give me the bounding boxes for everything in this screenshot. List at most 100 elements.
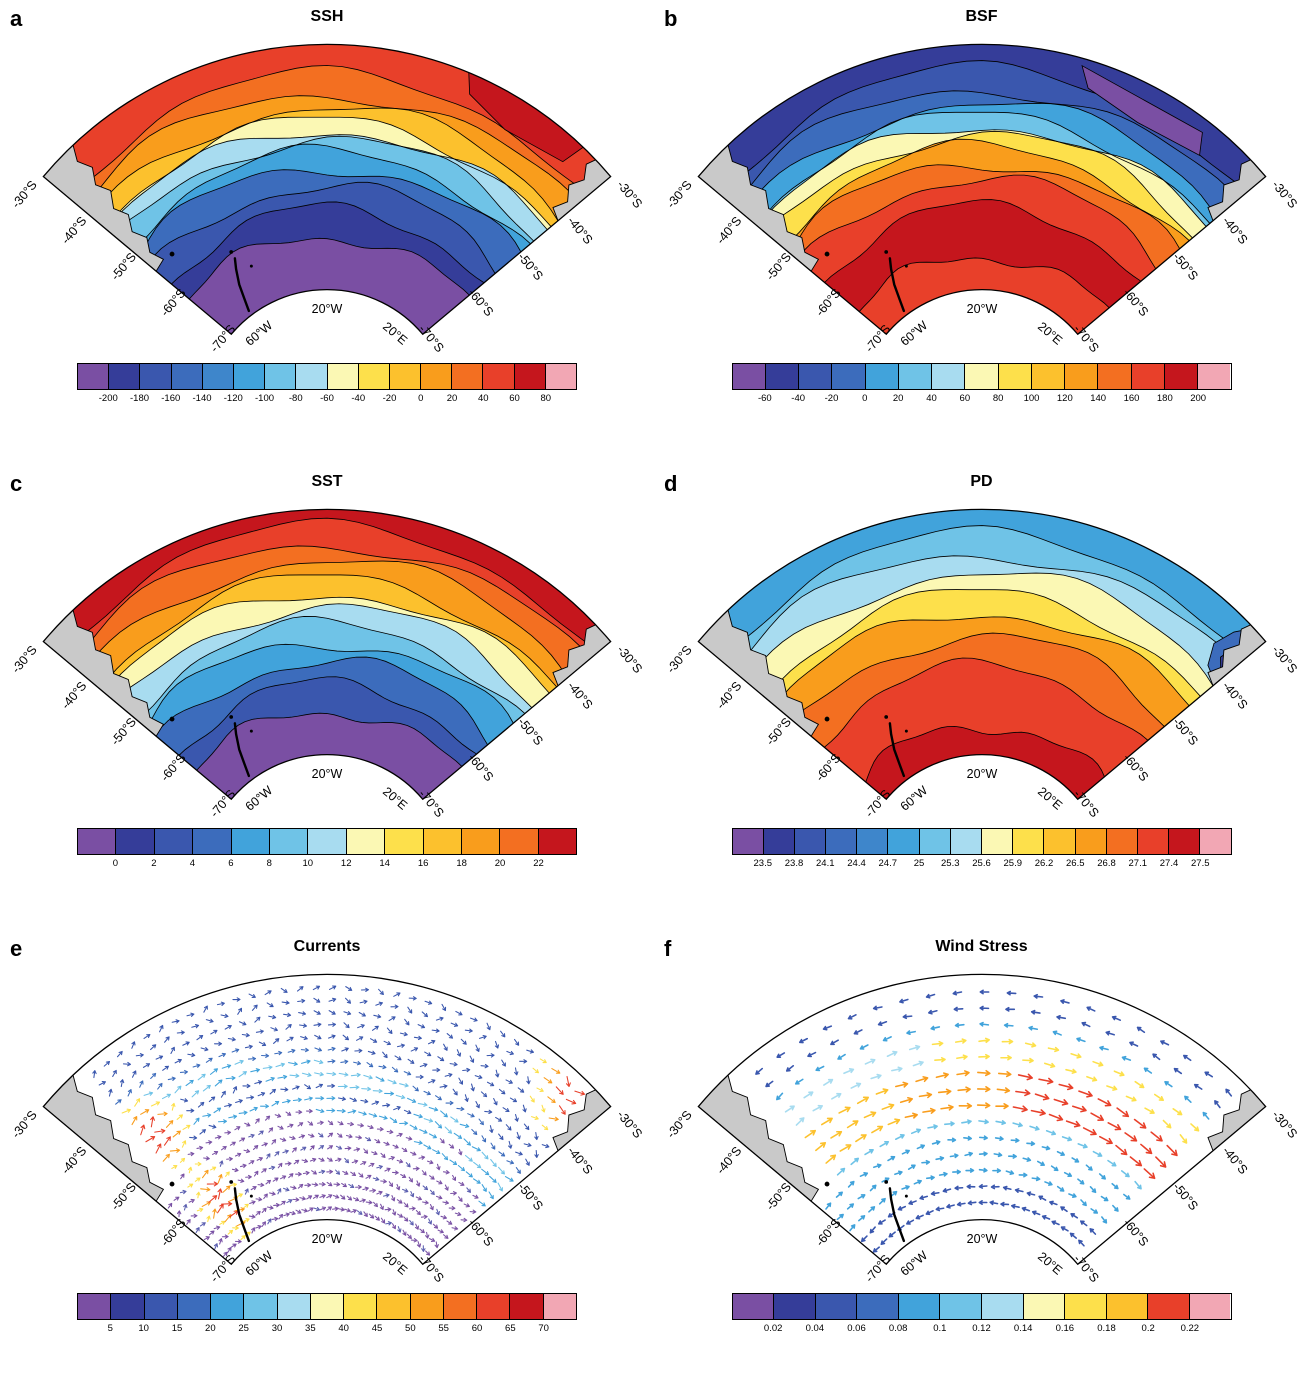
vector-arrow bbox=[167, 1202, 173, 1209]
vector-arrow bbox=[266, 1002, 274, 1008]
vector-arrow bbox=[346, 1134, 353, 1139]
vector-arrow bbox=[824, 1202, 831, 1210]
colorbar-cell bbox=[357, 364, 389, 389]
contour-line bbox=[765, 589, 1201, 699]
vector-arrow bbox=[462, 1067, 471, 1073]
vector-arrow bbox=[859, 1172, 868, 1177]
vector-arrow bbox=[407, 1058, 415, 1064]
contour-band bbox=[757, 129, 1206, 238]
vector-arrow bbox=[327, 1046, 336, 1052]
vector-arrow bbox=[396, 1199, 403, 1204]
vector-arrow bbox=[220, 1090, 226, 1098]
vector-arrow bbox=[159, 1024, 164, 1033]
vector-arrow bbox=[380, 1217, 386, 1224]
vector-arrow bbox=[378, 988, 384, 996]
vector-arrow bbox=[1065, 1120, 1081, 1128]
vector-arrow bbox=[327, 1083, 336, 1089]
vector-arrow bbox=[423, 1090, 431, 1096]
island bbox=[169, 716, 175, 722]
colorbar-tick-label: 60 bbox=[471, 1323, 483, 1334]
vector-arrow bbox=[340, 1194, 346, 1200]
vector-arrow bbox=[240, 1235, 246, 1241]
vector-arrow bbox=[523, 1142, 532, 1148]
vector-arrow bbox=[359, 1198, 366, 1203]
vector-arrow bbox=[938, 1171, 948, 1177]
colorbar-cell bbox=[887, 829, 919, 854]
vector-arrow bbox=[335, 1145, 343, 1150]
vector-arrow bbox=[312, 1194, 319, 1199]
vector-arrow bbox=[525, 1158, 530, 1166]
vector-arrow bbox=[289, 1073, 300, 1078]
vector-arrow bbox=[484, 1109, 493, 1115]
vector-arrow bbox=[421, 1170, 427, 1176]
vector-arrow bbox=[344, 1208, 351, 1213]
vector-arrow bbox=[326, 1108, 336, 1113]
lat-label-right: -50°S bbox=[515, 1180, 546, 1213]
vector-arrow bbox=[421, 1011, 428, 1018]
lat-label-right: -60°S bbox=[465, 286, 496, 319]
lon-label: 60°W bbox=[897, 1248, 930, 1279]
colorbar-tick-label: 0.12 bbox=[972, 1323, 991, 1334]
colorbar-cell bbox=[1197, 364, 1231, 389]
vector-arrow bbox=[413, 1113, 423, 1119]
vector-arrow bbox=[238, 1110, 248, 1115]
colorbar-tick-label: 15 bbox=[171, 1323, 183, 1334]
lat-label-left: -30°S bbox=[663, 1108, 694, 1141]
vector-arrow bbox=[785, 1064, 794, 1072]
contour-line bbox=[732, 90, 1238, 207]
vector-arrow bbox=[907, 1200, 917, 1205]
colorbar-cell bbox=[1064, 1294, 1106, 1319]
lat-label-right: -30°S bbox=[1269, 643, 1300, 676]
lat-label-left: -50°S bbox=[108, 715, 139, 748]
colorbar-cell bbox=[388, 364, 421, 389]
vector-arrow bbox=[506, 1050, 514, 1056]
vector-arrow bbox=[466, 1187, 471, 1193]
vector-arrow bbox=[282, 1149, 289, 1154]
vector-arrow bbox=[229, 1141, 236, 1146]
vector-arrow bbox=[493, 1098, 498, 1106]
vector-arrow bbox=[458, 1077, 464, 1085]
contour-band bbox=[796, 175, 1156, 283]
colorbar-cell bbox=[176, 1294, 211, 1319]
vector-arrow bbox=[478, 1118, 484, 1126]
vector-arrow bbox=[423, 1144, 432, 1150]
vector-arrow bbox=[897, 1205, 906, 1211]
vector-arrow bbox=[1056, 1185, 1064, 1192]
colorbar-cell bbox=[143, 1294, 177, 1319]
vector-arrow bbox=[228, 1114, 238, 1119]
vector-arrow bbox=[379, 1203, 384, 1210]
landmass-south-america bbox=[43, 133, 165, 272]
island bbox=[824, 716, 829, 722]
colorbar-cell bbox=[997, 364, 1031, 389]
vector-arrow bbox=[255, 1118, 260, 1124]
contour-band bbox=[790, 164, 1180, 269]
contour-line bbox=[823, 199, 1141, 283]
vector-arrow bbox=[342, 1034, 350, 1041]
vector-arrow bbox=[449, 1159, 458, 1165]
vector-arrow bbox=[335, 1157, 342, 1162]
vector-arrow bbox=[931, 1140, 941, 1145]
vector-arrow bbox=[1149, 1131, 1163, 1142]
vector-arrow bbox=[454, 1211, 462, 1217]
vector-arrow bbox=[150, 1101, 161, 1107]
vector-arrow bbox=[174, 1085, 182, 1094]
vector-arrow bbox=[514, 1113, 519, 1122]
colorbar-pd: 23.5 23.8 24.1 24.4 24.7 25 25.3 25.6 25.9 26.2 26… bbox=[731, 828, 1232, 871]
colorbar-tick-label: 5 bbox=[107, 1323, 113, 1334]
colorbar-tick-label: 14 bbox=[379, 858, 390, 869]
vector-arrow bbox=[1056, 1150, 1065, 1157]
contour-band bbox=[105, 597, 550, 708]
vector-arrow bbox=[286, 1036, 294, 1042]
vector-arrow bbox=[389, 1117, 398, 1123]
contour-line bbox=[112, 603, 533, 708]
vector-arrow bbox=[464, 1154, 473, 1162]
vector-arrow bbox=[836, 1167, 845, 1176]
vector-arrow bbox=[299, 1023, 308, 1028]
contour-band bbox=[865, 726, 1104, 800]
vector-arrow bbox=[1069, 1053, 1082, 1059]
vector-arrow bbox=[412, 1166, 420, 1171]
vector-arrow bbox=[963, 1151, 973, 1157]
contour-band bbox=[697, 509, 1266, 660]
vector-arrow bbox=[196, 1035, 204, 1041]
lat-label-left: -40°S bbox=[713, 214, 744, 247]
